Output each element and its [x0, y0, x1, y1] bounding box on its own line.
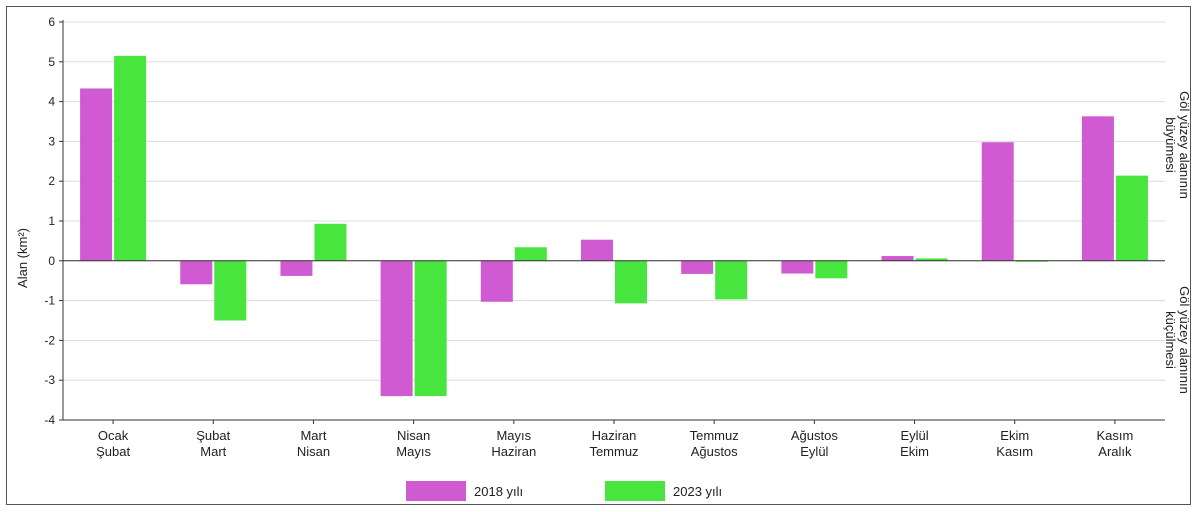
bar-series1 [681, 260, 714, 274]
bar-series1 [480, 260, 513, 302]
x-tick-label: Kasım [1096, 428, 1133, 443]
x-tick-label: Mart [200, 444, 226, 459]
x-tick-label: Kasım [996, 444, 1033, 459]
legend-label: 2018 yılı [474, 484, 523, 499]
bar-series2 [214, 260, 247, 321]
y-tick-label: -2 [44, 333, 55, 347]
bar-series2 [915, 258, 948, 261]
side-annotation-line: Göl yüzey alanının [1177, 91, 1192, 199]
bar-series1 [881, 256, 914, 261]
bar-series2 [715, 260, 748, 300]
x-tick-label: Mayıs [496, 428, 531, 443]
y-tick-label: 6 [48, 15, 55, 29]
y-tick-label: 4 [48, 95, 55, 109]
x-tick-label: Nisan [297, 444, 330, 459]
y-tick-label: -4 [44, 413, 55, 427]
x-tick-label: Şubat [196, 428, 230, 443]
x-tick-label: Nisan [397, 428, 430, 443]
legend-swatch [605, 481, 665, 501]
bar-series1 [280, 260, 313, 276]
y-axis-label: Alan (km²) [15, 228, 30, 288]
bar-series2 [1115, 175, 1148, 261]
x-tick-label: Temmuz [690, 428, 739, 443]
x-tick-label: Temmuz [589, 444, 638, 459]
legend-swatch [406, 481, 466, 501]
bar-series2 [815, 260, 848, 279]
x-tick-label: Haziran [592, 428, 637, 443]
y-tick-label: 0 [48, 254, 55, 268]
bar-series1 [380, 260, 413, 397]
axes [62, 20, 1165, 421]
y-tick-label: -3 [44, 373, 55, 387]
x-tick-label: Ocak [98, 428, 129, 443]
x-tick-labels: OcakŞubatŞubatMartMartNisanNisanMayısMay… [96, 420, 1133, 459]
legend-label: 2023 yılı [673, 484, 722, 499]
bar-series1 [80, 88, 113, 261]
bar-series1 [981, 142, 1014, 261]
bar-series2 [114, 55, 147, 261]
x-tick-label: Aralık [1098, 444, 1132, 459]
y-tick-label: 2 [48, 174, 55, 188]
x-tick-label: Eylül [900, 428, 928, 443]
bar-series1 [581, 239, 613, 261]
y-tick-label: -1 [44, 294, 55, 308]
x-tick-label: Ağustos [691, 444, 738, 459]
x-tick-label: Ekim [1000, 428, 1029, 443]
bar-series1 [180, 260, 213, 285]
legend: 2018 yılı 2023 yılı [406, 481, 722, 501]
y-tick-label: 3 [48, 134, 55, 148]
side-annotation-line: küçülmesi [1163, 311, 1178, 369]
bar-series2 [615, 260, 647, 304]
x-tick-label: Ağustos [791, 428, 838, 443]
bar-series2 [414, 260, 447, 397]
bar-series2 [514, 247, 547, 261]
x-tick-label: Ekim [900, 444, 929, 459]
y-tick-label: 5 [48, 55, 55, 69]
x-tick-label: Mart [300, 428, 326, 443]
x-tick-label: Mayıs [396, 444, 431, 459]
x-tick-label: Şubat [96, 444, 130, 459]
bar-series1 [1081, 116, 1114, 261]
bar-series2 [314, 223, 347, 261]
y-tick-labels: 6 5 4 3 2 1 0 -1 -2 -3 -4 [44, 15, 63, 427]
x-tick-label: Eylül [800, 444, 828, 459]
y-tick-label: 1 [48, 214, 55, 228]
bars [80, 55, 1148, 397]
side-annotation-line: Göl yüzey alanının [1177, 286, 1192, 394]
side-annotation-line: büyümesi [1163, 117, 1178, 173]
x-tick-label: Haziran [491, 444, 536, 459]
bar-series1 [781, 260, 814, 274]
